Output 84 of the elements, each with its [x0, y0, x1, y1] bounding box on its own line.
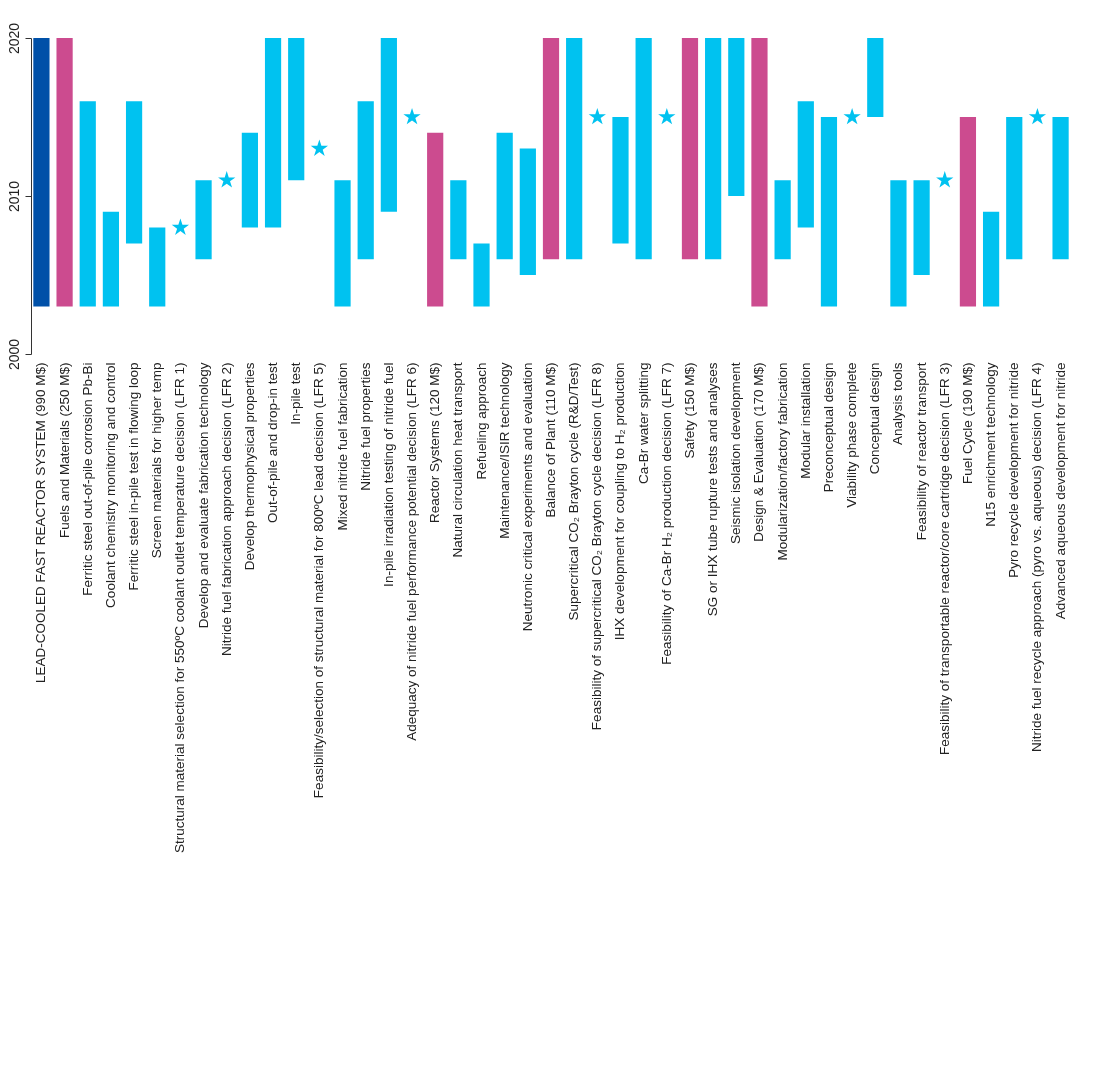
x-tick-label: Develop and evaluate fabrication technology [195, 362, 211, 629]
x-tick-label: Feasibility/selection of structural material for 800ºC lead decision (LFR 5) [311, 362, 327, 799]
x-tick-label: Analysis tools [890, 362, 906, 446]
x-tick-label: Natural circulation heat transport [450, 362, 466, 558]
x-tick-label: Ca-Br water splitting [635, 362, 651, 485]
bar [241, 132, 258, 228]
x-tick-label: Ferritic steel out-of-pile corrosion Pb-Bi [79, 362, 95, 596]
bar [635, 38, 652, 260]
x-tick-label: Feasibility of supercritical CO₂ Brayton cycle decision (LFR 8) [589, 362, 605, 731]
x-tick-label: Fuels and Materials (250 M$) [56, 362, 72, 539]
bar [102, 211, 120, 307]
x-tick-label: Modular installation [797, 362, 813, 479]
x-tick-label: Ferritic steel in-pile test in flowing loop [126, 362, 142, 591]
x-tick-label: IHX development for coupling to H₂ production [612, 362, 628, 641]
bar [380, 38, 397, 212]
x-tick-label: Pyro recycle development for nitride [1006, 362, 1022, 578]
x-tick-label: Supercritical CO₂ Brayton cycle (R&D/Test) [566, 362, 582, 621]
x-tick-label: Develop thermophysical properties [241, 362, 257, 571]
x-tick-label: Feasibility of reactor transport [913, 362, 929, 541]
x-tick-label: Viability phase complete [844, 362, 860, 508]
bar [751, 38, 768, 307]
x-tick-label: Safety (150 M$) [681, 362, 697, 459]
bar [705, 38, 722, 260]
bar [1052, 117, 1069, 260]
bar [264, 38, 282, 228]
x-tick-label: Conceptual design [867, 362, 883, 475]
bar [195, 180, 212, 260]
bar [890, 180, 907, 307]
x-tick-label: Nitride fuel recycle approach (pyro vs. aqueous) decision (LFR 4) [1029, 362, 1045, 752]
bar [728, 38, 745, 196]
bar [820, 117, 838, 307]
x-tick-label: Feasibility of Ca-Br H₂ production decision (LFR 7) [658, 362, 674, 665]
x-tick-label: Nitride fuel properties [357, 362, 373, 491]
bar [288, 38, 305, 181]
bar [473, 243, 490, 307]
bar [913, 180, 930, 275]
bar [542, 38, 560, 260]
x-tick-label: Structural material selection for 550ºC coolant outlet temperature decision (LFR 1) [172, 362, 188, 853]
x-tick-label: Advanced aqueous development for nitride [1052, 362, 1068, 620]
bar [959, 117, 977, 307]
x-tick-label: Neutronic critical experiments and evaluation [519, 362, 535, 632]
x-tick-label: Screen materials for higher temp [149, 362, 165, 559]
x-tick-label: Fuel Cycle (190 M$) [959, 362, 975, 485]
bar [566, 38, 583, 260]
x-tick-label: In-pile irradiation testing of nitride fuel [380, 362, 396, 587]
bar [1006, 117, 1023, 260]
bar [867, 38, 884, 117]
x-tick-label: N15 enrichment technology [983, 362, 999, 527]
x-tick-label: Nitride fuel fabrication approach decision (LFR 2) [218, 362, 234, 656]
x-tick-label: In-pile test [288, 362, 304, 425]
x-tick-label: SG or IHX tube rupture tests and analyses [705, 362, 721, 617]
x-tick-label: Reactor Systems (120 M$) [427, 362, 443, 524]
bar [427, 132, 444, 307]
bar [79, 101, 96, 307]
x-tick-label: Out-of-pile and drop-in test [265, 362, 281, 524]
y-tick-label: 2000 [5, 338, 22, 371]
x-tick-label: Mixed nitride fuel fabrication [334, 362, 350, 531]
bar [982, 211, 1000, 307]
bar [612, 117, 629, 244]
bar [149, 227, 166, 307]
x-tick-label: Seismic isolation development [728, 362, 744, 545]
bar [357, 101, 374, 260]
bar [56, 38, 73, 307]
x-tick-label: LEAD-COOLED FAST REACTOR SYSTEM (990 M$) [33, 362, 49, 684]
y-tick-label: 2020 [5, 22, 22, 55]
bar [519, 148, 536, 275]
x-tick-label: Refueling approach [473, 362, 489, 480]
bar [496, 132, 513, 260]
x-tick-label: Maintenance/ISIR technology [496, 362, 512, 539]
y-tick-label: 2010 [5, 180, 22, 213]
bar [681, 38, 699, 260]
x-tick-label: Balance of Plant (110 M$) [543, 362, 558, 518]
x-tick-label: Feasibility of transportable reactor/core cartridge decision (LFR 3) [936, 362, 952, 755]
bar [450, 180, 467, 260]
bar [334, 180, 351, 307]
bar [774, 180, 791, 260]
x-tick-label: Design & Evaluation (170 M$) [751, 362, 767, 542]
bar [125, 101, 143, 244]
x-tick-label: Adequacy of nitride fuel performance potential decision (LFR 6) [404, 362, 420, 741]
x-tick-label: Modularization/factory fabrication [774, 362, 790, 561]
bar [33, 38, 50, 307]
x-tick-label: Coolant chemistry monitoring and control [102, 362, 118, 608]
bar [797, 101, 814, 228]
x-tick-label: Preconceptual design [820, 362, 836, 493]
